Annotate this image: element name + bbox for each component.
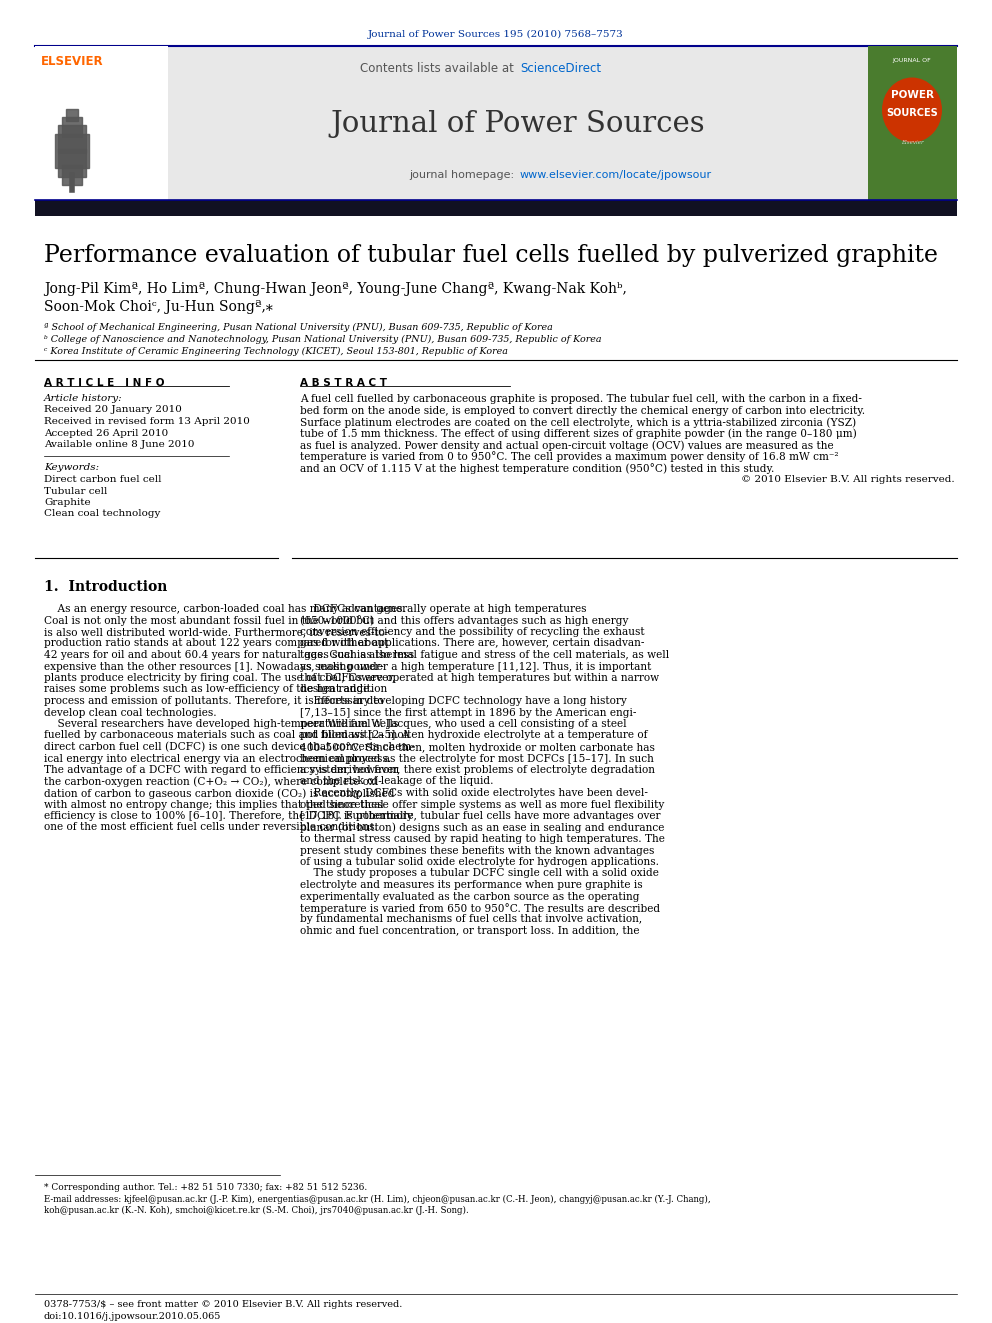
Text: tube of 1.5 mm thickness. The effect of using different sizes of graphite powder: tube of 1.5 mm thickness. The effect of … [300, 429, 857, 439]
Text: fuelled by carbonaceous materials such as coal and biomass [2–5]. A: fuelled by carbonaceous materials such a… [44, 730, 410, 741]
Text: is also well distributed world-wide. Furthermore, its reserves-to-: is also well distributed world-wide. Fur… [44, 627, 389, 636]
Text: * Corresponding author. Tel.: +82 51 510 7330; fax: +82 51 512 5236.: * Corresponding author. Tel.: +82 51 510… [44, 1183, 367, 1192]
Text: one of the most efficient fuel cells under reversible conditions.: one of the most efficient fuel cells und… [44, 823, 378, 832]
Text: 42 years for oil and about 60.4 years for natural gas. Coal is also less: 42 years for oil and about 60.4 years fo… [44, 650, 414, 660]
Text: temperature is varied from 0 to 950°C. The cell provides a maximum power density: temperature is varied from 0 to 950°C. T… [300, 451, 838, 462]
Text: to thermal stress caused by rapid heating to high temperatures. The: to thermal stress caused by rapid heatin… [300, 833, 665, 844]
Text: electrolyte and measures its performance when pure graphite is: electrolyte and measures its performance… [300, 880, 643, 890]
Text: Several researchers have developed high-temperature fuel cells: Several researchers have developed high-… [44, 718, 399, 729]
Bar [868, 46, 957, 200]
Text: of using a tubular solid oxide electrolyte for hydrogen applications.: of using a tubular solid oxide electroly… [300, 857, 659, 867]
Bar [35, 200, 957, 216]
Text: neer William W. Jacques, who used a cell consisting of a steel: neer William W. Jacques, who used a cell… [300, 718, 627, 729]
Text: Article history:: Article history: [44, 394, 123, 404]
Text: Soon-Mok Choiᶜ, Ju-Hun Songª,⁎: Soon-Mok Choiᶜ, Ju-Hun Songª,⁎ [44, 300, 273, 314]
Text: Recently, DCFCs with solid oxide electrolytes have been devel-: Recently, DCFCs with solid oxide electro… [300, 789, 648, 798]
Text: JOURNAL OF: JOURNAL OF [893, 58, 931, 64]
Text: ScienceDirect: ScienceDirect [520, 62, 601, 75]
Text: bed form on the anode side, is employed to convert directly the chemical energy : bed form on the anode side, is employed … [300, 406, 865, 415]
Text: Received 20 January 2010: Received 20 January 2010 [44, 406, 182, 414]
Text: ELSEVIER: ELSEVIER [41, 56, 103, 67]
Text: 1.  Introduction: 1. Introduction [44, 579, 168, 594]
Ellipse shape [882, 78, 942, 143]
Text: Tubular cell: Tubular cell [44, 487, 107, 496]
Text: direct carbon fuel cell (DCFC) is one such device that converts chem-: direct carbon fuel cell (DCFC) is one su… [44, 742, 415, 753]
Text: ª School of Mechanical Engineering, Pusan National University (PNU), Busan 609-7: ª School of Mechanical Engineering, Pusa… [44, 323, 553, 332]
Text: Keywords:: Keywords: [44, 463, 99, 472]
Text: SOURCES: SOURCES [886, 108, 937, 118]
Text: plants produce electricity by firing coal. The use of coal, however,: plants produce electricity by firing coa… [44, 673, 396, 683]
Text: POWER: POWER [891, 90, 933, 101]
Text: ohmic and fuel concentration, or transport loss. In addition, the: ohmic and fuel concentration, or transpo… [300, 926, 640, 935]
Text: temperature is varied from 650 to 950°C. The results are described: temperature is varied from 650 to 950°C.… [300, 904, 660, 914]
Text: Performance evaluation of tubular fuel cells fuelled by pulverized graphite: Performance evaluation of tubular fuel c… [44, 243, 938, 267]
Text: Clean coal technology: Clean coal technology [44, 509, 161, 519]
Text: The study proposes a tubular DCFC single cell with a solid oxide: The study proposes a tubular DCFC single… [300, 868, 659, 878]
Text: (650–1000°C) and this offers advantages such as high energy: (650–1000°C) and this offers advantages … [300, 615, 628, 626]
Text: Efforts in developing DCFC technology have a long history: Efforts in developing DCFC technology ha… [300, 696, 627, 706]
Bar [168, 46, 868, 200]
Text: process and emission of pollutants. Therefore, it is necessary to: process and emission of pollutants. Ther… [44, 696, 384, 706]
Text: A B S T R A C T: A B S T R A C T [300, 378, 387, 388]
Text: planar (or button) designs such as an ease in sealing and endurance: planar (or button) designs such as an ea… [300, 823, 665, 833]
Text: [17,18]. Furthermore, tubular fuel cells have more advantages over: [17,18]. Furthermore, tubular fuel cells… [300, 811, 661, 822]
Text: by fundamental mechanisms of fuel cells that involve activation,: by fundamental mechanisms of fuel cells … [300, 914, 642, 925]
Text: Coal is not only the most abundant fossil fuel in the world but: Coal is not only the most abundant fossi… [44, 615, 374, 626]
Text: Direct carbon fuel cell: Direct carbon fuel cell [44, 475, 162, 484]
Text: raises some problems such as low-efficiency of the heat addition: raises some problems such as low-efficie… [44, 684, 387, 695]
Text: dation of carbon to gaseous carbon dioxide (CO₂) is accomplished: dation of carbon to gaseous carbon dioxi… [44, 789, 395, 799]
Bar [35, 46, 168, 200]
Text: journal homepage:: journal homepage: [410, 169, 518, 180]
Text: © 2010 Elsevier B.V. All rights reserved.: © 2010 Elsevier B.V. All rights reserved… [741, 475, 955, 483]
Text: that DCFCs are operated at high temperatures but within a narrow: that DCFCs are operated at high temperat… [300, 673, 659, 683]
Text: present study combines these benefits with the known advantages: present study combines these benefits wi… [300, 845, 655, 856]
Text: Surface platinum electrodes are coated on the cell electrolyte, which is a yttri: Surface platinum electrodes are coated o… [300, 417, 856, 427]
Text: A fuel cell fuelled by carbonaceous graphite is proposed. The tubular fuel cell,: A fuel cell fuelled by carbonaceous grap… [300, 394, 862, 404]
Text: conversion efficiency and the possibility of recycling the exhaust: conversion efficiency and the possibilit… [300, 627, 645, 636]
Text: efficiency is close to 100% [6–10]. Therefore, the DCFC is potentially: efficiency is close to 100% [6–10]. Ther… [44, 811, 413, 822]
Text: expensive than the other resources [1]. Nowadays, most power-: expensive than the other resources [1]. … [44, 662, 384, 672]
Text: Elsevier: Elsevier [901, 140, 924, 146]
Text: doi:10.1016/j.jpowsour.2010.05.065: doi:10.1016/j.jpowsour.2010.05.065 [44, 1312, 221, 1320]
Text: pot filled with a molten hydroxide electrolyte at a temperature of: pot filled with a molten hydroxide elect… [300, 730, 648, 741]
Text: production ratio stands at about 122 years compared with about: production ratio stands at about 122 yea… [44, 639, 389, 648]
Text: Contents lists available at: Contents lists available at [360, 62, 518, 75]
Text: with almost no entropy change; this implies that the theoretical: with almost no entropy change; this impl… [44, 799, 384, 810]
Text: Graphite: Graphite [44, 497, 90, 507]
Text: tages such as thermal fatigue and stress of the cell materials, as well: tages such as thermal fatigue and stress… [300, 650, 670, 660]
Text: As an energy resource, carbon-loaded coal has many advantages.: As an energy resource, carbon-loaded coa… [44, 605, 406, 614]
Text: a system, however, there exist problems of electrolyte degradation: a system, however, there exist problems … [300, 765, 655, 775]
Text: 400–500°C. Since then, molten hydroxide or molten carbonate has: 400–500°C. Since then, molten hydroxide … [300, 742, 655, 753]
Text: experimentally evaluated as the carbon source as the operating: experimentally evaluated as the carbon s… [300, 892, 640, 901]
Text: DCFCs can generally operate at high temperatures: DCFCs can generally operate at high temp… [300, 605, 586, 614]
Text: the carbon-oxygen reaction (C+O₂ → CO₂), where complete oxi-: the carbon-oxygen reaction (C+O₂ → CO₂),… [44, 777, 382, 787]
Text: been employed as the electrolyte for most DCFCs [15–17]. In such: been employed as the electrolyte for mos… [300, 754, 654, 763]
Text: develop clean coal technologies.: develop clean coal technologies. [44, 708, 216, 717]
Text: [7,13–15] since the first attempt in 1896 by the American engi-: [7,13–15] since the first attempt in 189… [300, 708, 637, 717]
Text: and an OCV of 1.115 V at the highest temperature condition (950°C) tested in thi: and an OCV of 1.115 V at the highest tem… [300, 463, 775, 474]
Text: Journal of Power Sources: Journal of Power Sources [330, 110, 705, 138]
Text: ical energy into electrical energy via an electrochemical process.: ical energy into electrical energy via a… [44, 754, 391, 763]
Text: Accepted 26 April 2010: Accepted 26 April 2010 [44, 429, 169, 438]
Text: A R T I C L E   I N F O: A R T I C L E I N F O [44, 378, 165, 388]
Text: ᶜ Korea Institute of Ceramic Engineering Technology (KICET), Seoul 153-801, Repu: ᶜ Korea Institute of Ceramic Engineering… [44, 347, 508, 356]
Text: 0378-7753/$ – see front matter © 2010 Elsevier B.V. All rights reserved.: 0378-7753/$ – see front matter © 2010 El… [44, 1301, 403, 1308]
Text: and the risk of leakage of the liquid.: and the risk of leakage of the liquid. [300, 777, 493, 786]
Text: Journal of Power Sources 195 (2010) 7568–7573: Journal of Power Sources 195 (2010) 7568… [368, 30, 624, 40]
Text: gas for other applications. There are, however, certain disadvan-: gas for other applications. There are, h… [300, 639, 645, 648]
Text: Received in revised form 13 April 2010: Received in revised form 13 April 2010 [44, 417, 250, 426]
Text: Jong-Pil Kimª, Ho Limª, Chung-Hwan Jeonª, Young-June Changª, Kwang-Nak Kohᵇ,: Jong-Pil Kimª, Ho Limª, Chung-Hwan Jeonª… [44, 282, 627, 296]
Text: as sealing under a high temperature [11,12]. Thus, it is important: as sealing under a high temperature [11,… [300, 662, 652, 672]
Text: The advantage of a DCFC with regard to efficiency is derived from: The advantage of a DCFC with regard to e… [44, 765, 399, 775]
Text: design range.: design range. [300, 684, 373, 695]
Text: www.elsevier.com/locate/jpowsour: www.elsevier.com/locate/jpowsour [520, 169, 712, 180]
Text: ᵇ College of Nanoscience and Nanotechnology, Pusan National University (PNU), Bu: ᵇ College of Nanoscience and Nanotechnol… [44, 335, 601, 344]
Text: koh@pusan.ac.kr (K.-N. Koh), smchoi@kicet.re.kr (S.-M. Choi), jrs7040@pusan.ac.k: koh@pusan.ac.kr (K.-N. Koh), smchoi@kice… [44, 1207, 469, 1215]
Text: as fuel is analyzed. Power density and actual open-circuit voltage (OCV) values : as fuel is analyzed. Power density and a… [300, 441, 833, 451]
Text: E-mail addresses: kjfeel@pusan.ac.kr (J.-P. Kim), energentias@pusan.ac.kr (H. Li: E-mail addresses: kjfeel@pusan.ac.kr (J.… [44, 1195, 710, 1204]
Text: Available online 8 June 2010: Available online 8 June 2010 [44, 441, 194, 448]
Text: oped since these offer simple systems as well as more fuel flexibility: oped since these offer simple systems as… [300, 799, 665, 810]
